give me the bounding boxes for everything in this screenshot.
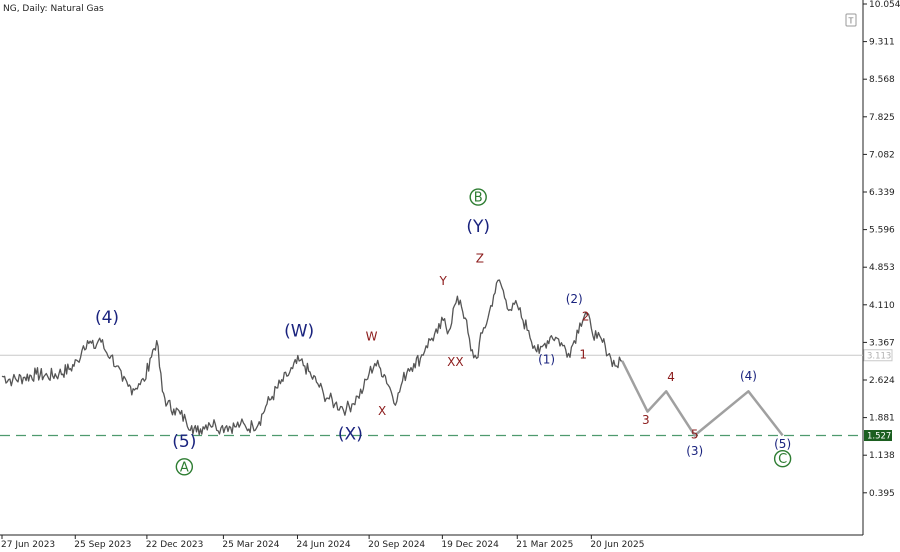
forecast-projection-line [621, 360, 784, 437]
wave-label: X [378, 404, 386, 418]
y-tick-label: 1.881 [869, 414, 895, 424]
x-tick-label: 24 Jun 2024 [296, 540, 350, 550]
y-tick-label: 10.054 [869, 0, 900, 10]
wave-label: Y [439, 274, 448, 288]
wave-label-circle [175, 458, 194, 476]
wave-label: (3) [686, 444, 703, 458]
y-tick-label: 6.339 [869, 188, 895, 198]
y-tick-label: 5.596 [869, 226, 895, 236]
wave-label: (5) [172, 432, 196, 452]
support-level-tag-text: 1.527 [867, 432, 891, 442]
wave-label-circle [469, 188, 487, 206]
wave-label-text: A [180, 460, 189, 475]
wave-label-circled: C [773, 449, 792, 468]
y-tick-label: 7.082 [869, 150, 895, 160]
y-tick-label: 4.110 [869, 301, 895, 311]
y-tick-label: 3.367 [869, 338, 895, 348]
x-tick-label: 27 Jun 2023 [1, 540, 55, 550]
y-tick-label: 0.395 [869, 489, 895, 499]
x-tick-label: 25 Sep 2023 [74, 540, 131, 550]
wave-label: 5 [691, 427, 699, 441]
wave-label: 4 [667, 370, 675, 384]
y-tick-label: 8.568 [869, 75, 895, 85]
y-tick-label: 1.138 [869, 451, 895, 461]
support-level-tag-bg [864, 430, 892, 442]
wave-label: (5) [774, 437, 791, 451]
wave-label: 1 [579, 347, 587, 361]
y-tick-label: 9.311 [869, 38, 895, 48]
wave-label: (Y) [466, 217, 490, 237]
wave-label: 3 [642, 413, 650, 427]
x-tick-label: 22 Dec 2023 [146, 540, 204, 550]
wave-label-text: B [474, 191, 483, 206]
wave-label-circled: A [175, 458, 194, 476]
x-tick-label: 21 Mar 2025 [516, 540, 573, 550]
x-tick-label: 20 Sep 2024 [368, 540, 425, 550]
wave-label: (4) [95, 308, 119, 328]
chart-title: NG, Daily: Natural Gas [3, 4, 104, 14]
x-tick-label: 19 Dec 2024 [441, 540, 499, 550]
wave-label: (2) [566, 292, 583, 306]
y-tick-label: 2.624 [869, 376, 895, 386]
plot-area [0, 0, 863, 535]
wave-label-text: C [778, 452, 787, 467]
y-tick-label: 7.825 [869, 113, 895, 123]
trading-toggle-button[interactable]: T [845, 13, 857, 27]
price-series-line [1, 279, 623, 436]
wave-label: XX [447, 355, 463, 369]
wave-label: (X) [338, 424, 363, 444]
current-price-tag-text: 3.113 [867, 351, 891, 361]
wave-label: Z [476, 251, 484, 265]
y-tick-label: 4.853 [869, 263, 895, 273]
current-price-tag-bg [863, 349, 893, 362]
wave-label-circled: B [469, 188, 487, 206]
wave-label: 2 [582, 309, 590, 323]
x-tick-label: 25 Mar 2024 [222, 540, 279, 550]
wave-label-circle [773, 449, 792, 468]
current-price-tag: 3.113 [863, 349, 893, 362]
wave-label: (1) [538, 353, 555, 367]
wave-label: W [366, 330, 378, 344]
x-tick-label: 20 Jun 2025 [590, 540, 644, 550]
wave-label: (W) [284, 322, 314, 342]
wave-label: (4) [740, 369, 757, 383]
t-icon: T [848, 17, 854, 26]
support-level-tag: 1.527 [864, 430, 892, 442]
